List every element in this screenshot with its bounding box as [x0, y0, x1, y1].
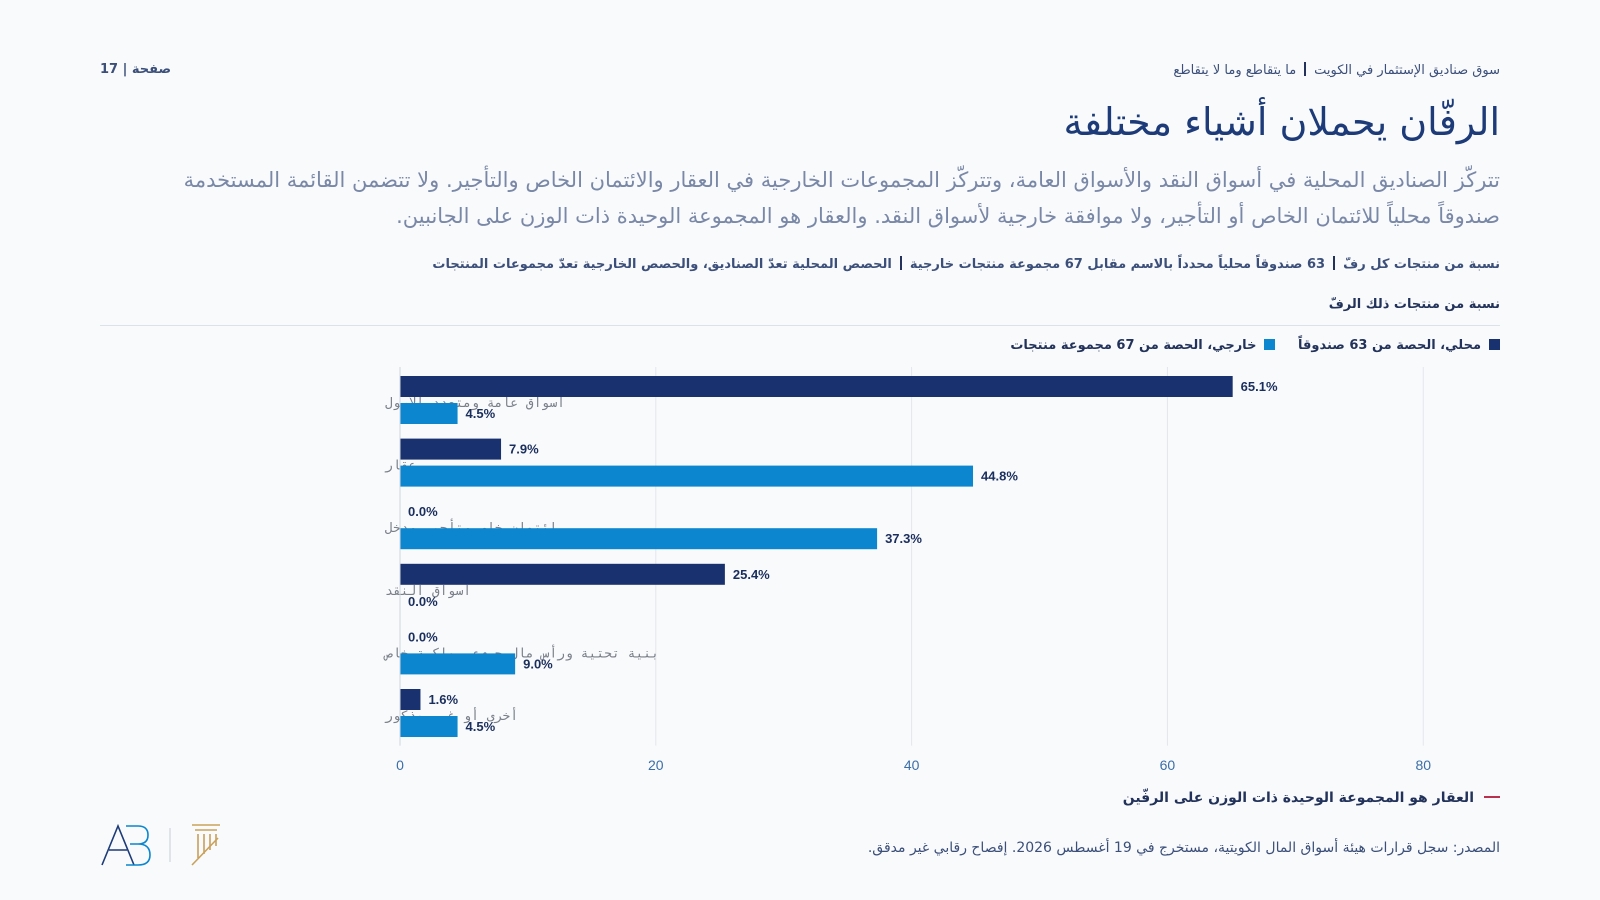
bar-domestic — [400, 563, 725, 585]
chart-meta-line: نسبة من منتجات كل رفّ 63 صندوقاً محلياً م… — [432, 256, 1500, 272]
meta-part-1: نسبة من منتجات كل رفّ — [1343, 257, 1500, 272]
source-note: المصدر: سجل قرارات هيئة أسواق المال الكو… — [867, 840, 1500, 856]
axis-caption: نسبة من منتجات ذلك الرفّ — [1328, 297, 1500, 312]
takeaway: العقار هو المجموعة الوحيدة ذات الوزن على… — [1123, 790, 1500, 806]
meta-part-2: 63 صندوقاً محلياً محدداً بالاسم مقابل 67… — [909, 257, 1326, 272]
data-label: 7.9% — [509, 442, 539, 457]
data-label: 44.8% — [981, 469, 1018, 484]
chart-legend: محلي، الحصة من 63 صندوقاً خارجي، الحصة م… — [992, 338, 1500, 353]
legend-label-domestic: محلي، الحصة من 63 صندوقاً — [1297, 338, 1481, 353]
takeaway-dash — [1484, 796, 1500, 798]
x-tick-label: 80 — [1415, 757, 1431, 773]
logos — [101, 823, 220, 866]
bar-domestic — [400, 438, 502, 460]
bar-domestic — [400, 689, 421, 710]
meta-part-3: الحصص المحلية تعدّ الصناديق، والحصص الخا… — [432, 257, 892, 272]
x-tick-label: 40 — [904, 757, 920, 773]
data-label: 37.3% — [885, 531, 922, 546]
page-subtitle: تتركّز الصناديق المحلية في أسواق النقد و… — [183, 168, 1500, 228]
legend-item-foreign: خارجي، الحصة من 67 مجموعة منتجات — [1010, 338, 1276, 353]
legend-label-foreign: خارجي، الحصة من 67 مجموعة منتجات — [1010, 338, 1257, 353]
x-tick-label: 0 — [396, 757, 404, 773]
breadcrumb-main: سوق صناديق الإستثمار في الكويت — [1314, 63, 1500, 78]
bar-foreign — [400, 653, 516, 675]
data-label: 0.0% — [408, 504, 438, 519]
page-title: الرفّان يحملان أشياء مختلفة — [1063, 100, 1500, 144]
breadcrumb-separator — [1304, 62, 1307, 76]
x-tick-label: 20 — [648, 757, 664, 773]
breadcrumb-sub: ما يتقاطع وما لا يتقاطع — [1173, 63, 1297, 78]
divider — [100, 325, 1500, 326]
breadcrumb: سوق صناديق الإستثمار في الكويت ما يتقاطع … — [1173, 62, 1500, 78]
bar-foreign — [400, 716, 458, 737]
bar-foreign — [400, 403, 458, 424]
data-label: 1.6% — [428, 692, 458, 707]
data-label: 65.1% — [1241, 379, 1278, 394]
meta-separator — [899, 256, 902, 270]
data-label: 0.0% — [408, 629, 438, 644]
legend-swatch-domestic — [1489, 339, 1500, 350]
data-label: 4.5% — [466, 719, 496, 734]
takeaway-text: العقار هو المجموعة الوحيدة ذات الوزن على… — [1122, 790, 1474, 806]
ab-logo-icon — [101, 823, 151, 866]
bar-domestic — [400, 376, 1233, 397]
data-label: 0.0% — [408, 594, 438, 609]
legend-item-domestic: محلي، الحصة من 63 صندوقاً — [1298, 338, 1500, 353]
meta-separator — [1333, 256, 1336, 270]
legend-swatch-foreign — [1264, 339, 1276, 350]
data-label: 25.4% — [733, 567, 770, 582]
category-label: أسواق النقد — [385, 582, 471, 599]
page-number: صفحة | 17 — [100, 62, 172, 77]
column-logo-icon — [191, 824, 220, 866]
bar-foreign — [400, 465, 974, 487]
x-tick-label: 60 — [1160, 757, 1176, 773]
data-label: 4.5% — [466, 406, 496, 421]
data-label: 9.0% — [523, 656, 553, 671]
bar-foreign — [400, 528, 878, 550]
